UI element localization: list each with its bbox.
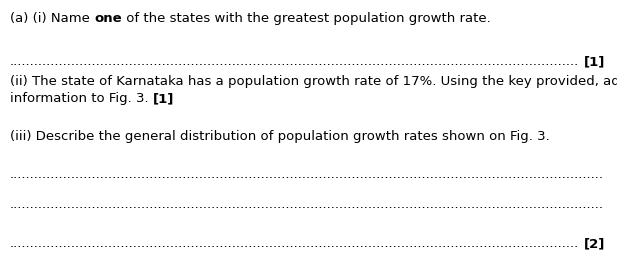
Text: ................................................................................: ........................................… xyxy=(10,237,579,250)
Text: (a) (i) Name: (a) (i) Name xyxy=(10,12,94,25)
Text: information to Fig. 3.: information to Fig. 3. xyxy=(10,92,153,105)
Text: (ii) The state of Karnataka has a population growth rate of 17%. Using the key p: (ii) The state of Karnataka has a popula… xyxy=(10,75,617,88)
Text: ................................................................................: ........................................… xyxy=(10,198,604,211)
Text: ................................................................................: ........................................… xyxy=(10,55,579,68)
Text: (iii) Describe the general distribution of population growth rates shown on Fig.: (iii) Describe the general distribution … xyxy=(10,130,550,143)
Text: of the states with the greatest population growth rate.: of the states with the greatest populati… xyxy=(122,12,491,25)
Text: [2]: [2] xyxy=(584,237,605,250)
Text: one: one xyxy=(94,12,122,25)
Text: [1]: [1] xyxy=(153,92,174,105)
Text: [1]: [1] xyxy=(584,55,605,68)
Text: ................................................................................: ........................................… xyxy=(10,168,604,181)
